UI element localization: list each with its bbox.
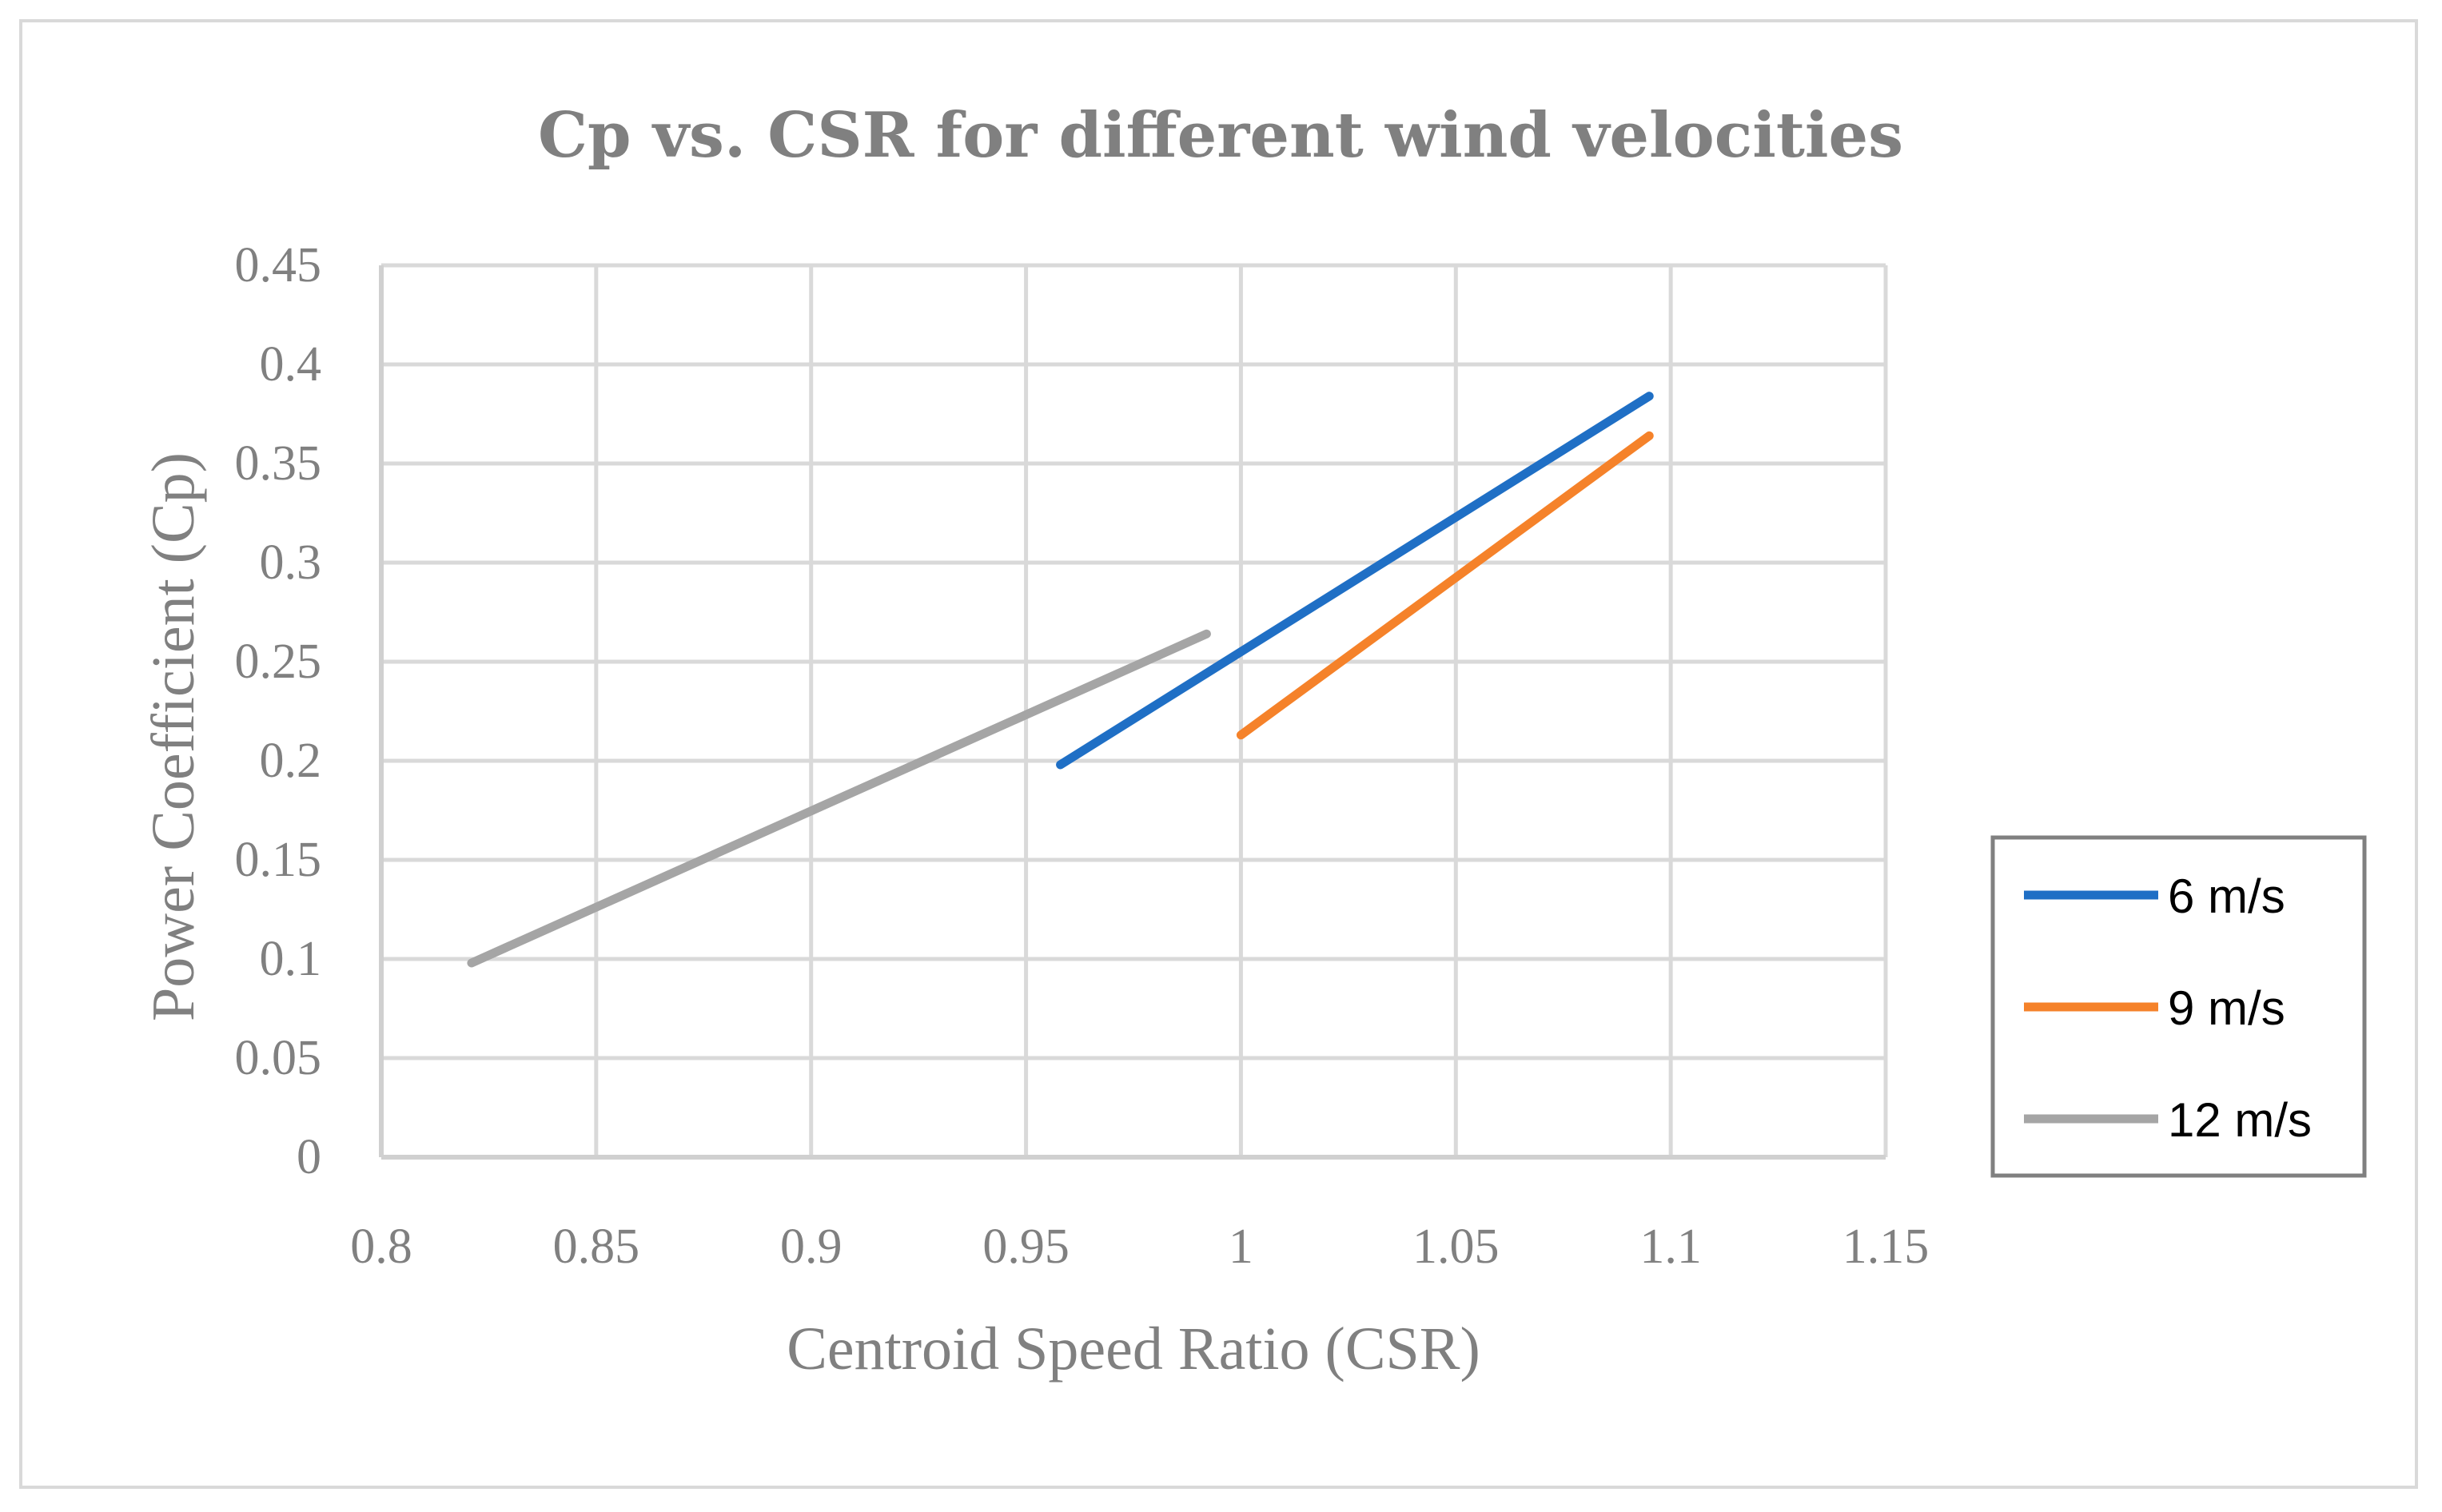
- y-tick-label: 0.35: [235, 436, 322, 491]
- x-tick-label: 1.15: [1842, 1220, 1930, 1274]
- series-line-12-m-s: [467, 629, 1211, 968]
- axes: [379, 265, 1886, 1160]
- x-tick-label: 1: [1229, 1220, 1253, 1274]
- legend-label-9-m-s: 9 m/s: [2168, 981, 2285, 1035]
- y-tick-label: 0.4: [260, 337, 322, 392]
- chart-title: Cp vs. CSR for different wind velocities: [538, 99, 1903, 172]
- legend-label-12-m-s: 12 m/s: [2168, 1093, 2312, 1147]
- x-tick-label: 0.85: [553, 1220, 640, 1274]
- grid: [381, 263, 1888, 1157]
- y-tick-label: 0.45: [235, 238, 322, 292]
- legend-label-6-m-s: 6 m/s: [2168, 869, 2285, 923]
- x-axis-label: Centroid Speed Ratio (CSR): [787, 1315, 1480, 1383]
- x-tick-label: 0.95: [982, 1220, 1070, 1274]
- y-tick-label: 0.1: [260, 932, 322, 986]
- series-line-6-m-s: [1056, 392, 1654, 770]
- legend-items: 6 m/s 9 m/s 12 m/s: [2024, 869, 2312, 1147]
- tick-labels: 0 0.05 0.1 0.15 0.2 0.25 0.3 0.35 0.4 0.45 0.8 0.85…: [235, 238, 1930, 1274]
- x-tick-label: 1.05: [1412, 1220, 1500, 1274]
- y-tick-label: 0: [297, 1130, 321, 1184]
- y-tick-label: 0.2: [260, 734, 322, 788]
- x-tick-label: 0.9: [780, 1220, 843, 1274]
- y-tick-label: 0.3: [260, 535, 322, 590]
- y-tick-label: 0.25: [235, 635, 322, 689]
- x-tick-label: 0.8: [350, 1220, 412, 1274]
- series-lines: [467, 392, 1654, 968]
- y-tick-label: 0.15: [235, 833, 322, 887]
- y-tick-label: 0.05: [235, 1031, 322, 1085]
- y-axis-label: Power Coefficient (Cp): [140, 452, 207, 1021]
- legend: 6 m/s 9 m/s 12 m/s: [1990, 835, 2367, 1178]
- x-tick-label: 1.1: [1639, 1220, 1702, 1274]
- series-line-9-m-s: [1236, 431, 1654, 740]
